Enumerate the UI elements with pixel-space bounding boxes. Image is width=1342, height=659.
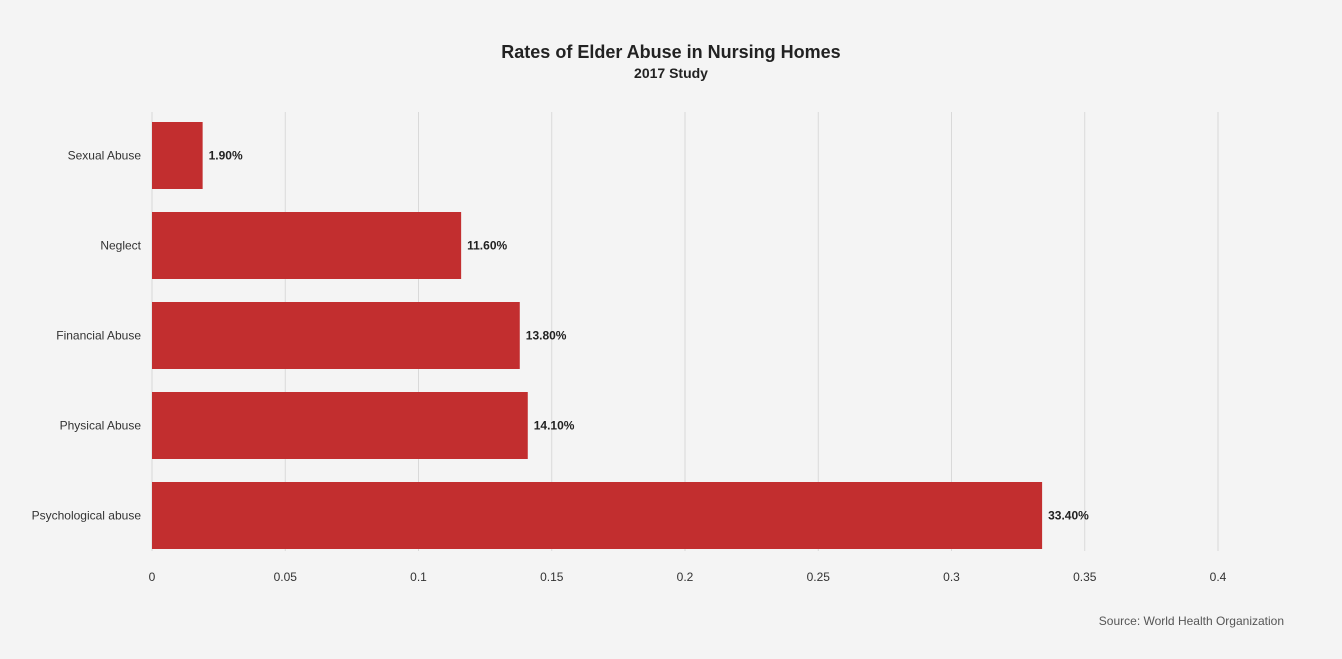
- chart-title: Rates of Elder Abuse in Nursing Homes: [501, 42, 841, 62]
- y-category-label: Neglect: [100, 239, 141, 253]
- bar: [152, 392, 528, 459]
- bars: [152, 122, 1043, 549]
- x-tick-label: 0: [149, 570, 156, 584]
- x-tick-label: 0.3: [943, 570, 960, 584]
- data-label: 1.90%: [209, 149, 243, 163]
- y-category-label: Sexual Abuse: [68, 149, 142, 163]
- source-note: Source: World Health Organization: [1098, 614, 1284, 628]
- y-category-label: Physical Abuse: [60, 419, 142, 433]
- x-tick-label: 0.4: [1210, 570, 1227, 584]
- bar: [152, 212, 462, 279]
- x-tick-label: 0.05: [274, 570, 298, 584]
- x-tick-label: 0.25: [807, 570, 831, 584]
- grid-lines: [151, 112, 1219, 551]
- data-label: 11.60%: [467, 239, 507, 253]
- data-label: 33.40%: [1048, 509, 1089, 523]
- x-tick-label: 0.1: [410, 570, 427, 584]
- x-tick-label: 0.35: [1073, 570, 1097, 584]
- bar: [152, 122, 203, 189]
- x-tick-label: 0.2: [677, 570, 694, 584]
- x-tick-label: 0.15: [540, 570, 564, 584]
- y-category-label: Financial Abuse: [56, 329, 141, 343]
- data-label: 14.10%: [534, 419, 575, 433]
- y-category-label: Psychological abuse: [32, 509, 142, 523]
- data-label: 13.80%: [526, 329, 567, 343]
- bar: [152, 302, 520, 369]
- bar: [152, 482, 1043, 549]
- labels: 0 0.05 0.1 0.15 0.2 0.25 0.3 0.35 0.4 Sexual Abus…: [32, 149, 1227, 585]
- chart-subtitle: 2017 Study: [634, 65, 708, 81]
